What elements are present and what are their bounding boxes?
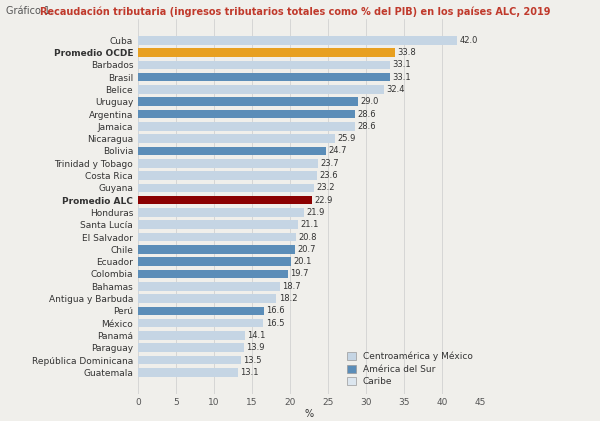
Text: 18.2: 18.2 (278, 294, 297, 303)
Bar (138, 61, 389, 69)
Bar (138, 208, 304, 217)
Bar (138, 171, 317, 180)
Bar (138, 294, 277, 303)
Text: 14.1: 14.1 (247, 331, 266, 340)
Text: 21.1: 21.1 (301, 220, 319, 229)
Bar (138, 110, 355, 118)
Bar (138, 282, 280, 290)
Text: 16.6: 16.6 (266, 306, 285, 315)
Text: 32.4: 32.4 (386, 85, 405, 94)
Bar (138, 159, 318, 168)
Text: 23.6: 23.6 (320, 171, 338, 180)
Text: Gráfico 1.: Gráfico 1. (6, 6, 56, 16)
Bar (138, 368, 238, 377)
Text: 21.9: 21.9 (307, 208, 325, 217)
Text: 28.6: 28.6 (358, 122, 376, 131)
Text: 25.9: 25.9 (337, 134, 355, 143)
Bar (138, 196, 312, 205)
Bar (138, 134, 335, 143)
Text: Recaudación tributaria (ingresos tributarios totales como % del PIB) en los país: Recaudación tributaria (ingresos tributa… (40, 6, 551, 17)
Text: 13.5: 13.5 (243, 355, 262, 365)
Text: 33.1: 33.1 (392, 73, 410, 82)
Bar (138, 122, 355, 131)
Bar (138, 306, 264, 315)
Bar (138, 97, 358, 106)
Bar (138, 356, 241, 364)
Text: 28.6: 28.6 (358, 109, 376, 119)
Text: 24.7: 24.7 (328, 147, 347, 155)
Text: 16.5: 16.5 (266, 319, 284, 328)
Text: 22.9: 22.9 (314, 196, 332, 205)
Legend: Centroamérica y México, América del Sur, Caribe: Centroamérica y México, América del Sur,… (344, 349, 475, 389)
Text: 20.8: 20.8 (298, 232, 317, 242)
Text: 23.7: 23.7 (320, 159, 339, 168)
Bar (138, 245, 295, 253)
X-axis label: %: % (304, 409, 314, 419)
Text: 29.0: 29.0 (361, 97, 379, 106)
Bar (138, 319, 263, 328)
Text: 20.1: 20.1 (293, 257, 311, 266)
Bar (138, 184, 314, 192)
Text: 13.9: 13.9 (246, 343, 265, 352)
Text: 18.7: 18.7 (283, 282, 301, 291)
Text: 19.7: 19.7 (290, 269, 308, 278)
Bar (138, 221, 298, 229)
Bar (138, 48, 395, 57)
Bar (138, 331, 245, 340)
Bar (138, 233, 296, 241)
Text: 23.2: 23.2 (317, 183, 335, 192)
Text: 42.0: 42.0 (460, 36, 478, 45)
Bar (138, 36, 457, 45)
Text: 33.8: 33.8 (397, 48, 416, 57)
Text: 20.7: 20.7 (298, 245, 316, 254)
Text: 13.1: 13.1 (240, 368, 259, 377)
Bar (138, 269, 288, 278)
Bar (138, 257, 291, 266)
Bar (138, 344, 244, 352)
Bar (138, 147, 326, 155)
Bar (138, 85, 384, 94)
Bar (138, 73, 389, 82)
Text: 33.1: 33.1 (392, 60, 410, 69)
